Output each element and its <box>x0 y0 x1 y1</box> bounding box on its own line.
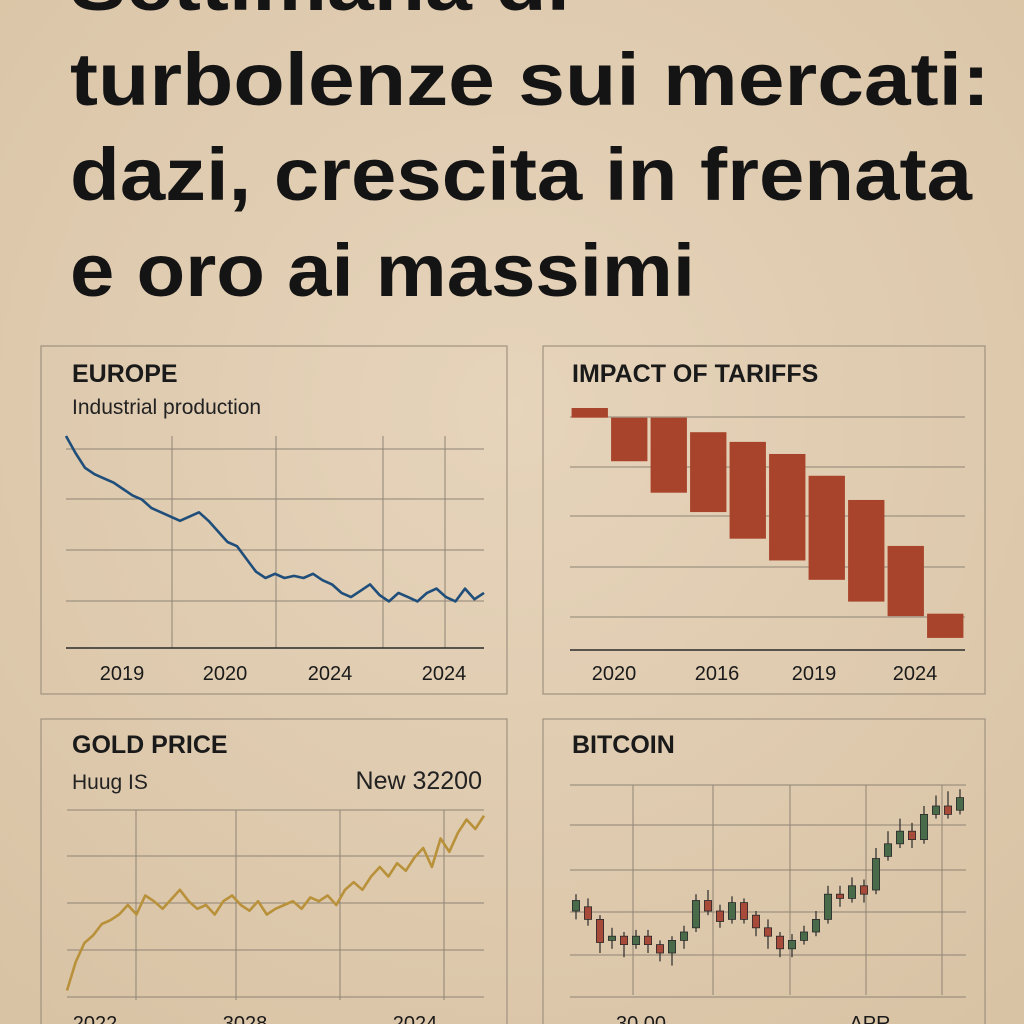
candle-body <box>704 900 713 912</box>
x-tick-label: 2019 <box>792 663 837 685</box>
x-tick-label: APR <box>849 1013 890 1024</box>
candle-body <box>608 935 617 941</box>
panel <box>40 345 508 695</box>
candle-body <box>860 885 869 895</box>
candle-body <box>692 900 701 929</box>
panel-title: BITCOIN <box>572 731 675 759</box>
candle-body <box>836 893 845 899</box>
x-tick-label: 2022 <box>73 1013 118 1024</box>
candle-body <box>572 900 581 912</box>
x-tick-label: 2024 <box>893 663 938 685</box>
bar <box>808 475 845 580</box>
bar <box>848 499 885 602</box>
candle-body <box>956 797 965 811</box>
bar <box>927 613 964 638</box>
candle-body <box>680 931 689 941</box>
candle-body <box>764 927 773 937</box>
candle-body <box>848 885 857 899</box>
title-line: turbolenze sui mercati: <box>70 38 990 121</box>
candle-body <box>656 944 665 954</box>
x-tick-label: 2020 <box>592 663 637 685</box>
candle-body <box>776 935 785 950</box>
panel-note: New 32200 <box>356 767 482 795</box>
x-tick-label: 2016 <box>695 663 740 685</box>
data-line <box>65 814 486 991</box>
candle-body <box>752 914 761 929</box>
candle-body <box>896 830 905 845</box>
candle-body <box>800 931 809 941</box>
candle-body <box>932 805 941 815</box>
x-tick-label: 2024 <box>422 663 467 685</box>
candle-body <box>812 919 821 933</box>
bar <box>611 417 648 462</box>
candle-body <box>872 858 881 891</box>
candle-body <box>620 935 629 946</box>
x-tick-label: 2024 <box>308 663 353 685</box>
panel-title: EUROPE <box>72 360 178 388</box>
candle-body <box>908 830 917 841</box>
x-tick-label: 2024 <box>393 1013 438 1024</box>
panel-subtitle: Huug IS <box>72 771 148 794</box>
bar <box>887 545 924 617</box>
x-tick-label: 2019 <box>100 663 145 685</box>
candle-body <box>716 910 725 922</box>
candle-body <box>884 843 893 857</box>
bar <box>571 408 608 418</box>
candle-body <box>788 940 797 950</box>
candle-body <box>632 935 641 946</box>
panel-subtitle: Industrial production <box>72 396 261 419</box>
candle-body <box>668 940 677 954</box>
candle-body <box>740 902 749 920</box>
candle-body <box>596 919 605 943</box>
candle-body <box>644 935 653 946</box>
x-tick-label: 2020 <box>203 663 248 685</box>
candle-body <box>728 902 737 920</box>
candle-body <box>824 893 833 920</box>
candle-body <box>944 805 953 815</box>
panel-title: IMPACT OF TARIFFS <box>572 360 818 388</box>
panel <box>542 345 986 695</box>
x-tick-label: 3028 <box>223 1013 268 1024</box>
panel <box>542 718 986 1024</box>
panel <box>40 718 508 1024</box>
panel-title: GOLD PRICE <box>72 731 228 759</box>
candle-body <box>584 906 593 920</box>
bar <box>690 432 727 513</box>
candle-body <box>920 814 929 841</box>
title-line: e oro ai massimi <box>70 229 695 312</box>
bar <box>650 417 687 493</box>
bar <box>729 441 766 539</box>
title-line: Settimana di <box>70 0 570 26</box>
title-line: dazi, crescita in frenata <box>70 133 973 216</box>
data-line <box>64 435 485 603</box>
bar <box>769 453 806 561</box>
x-tick-label: 30.00 <box>616 1013 666 1024</box>
